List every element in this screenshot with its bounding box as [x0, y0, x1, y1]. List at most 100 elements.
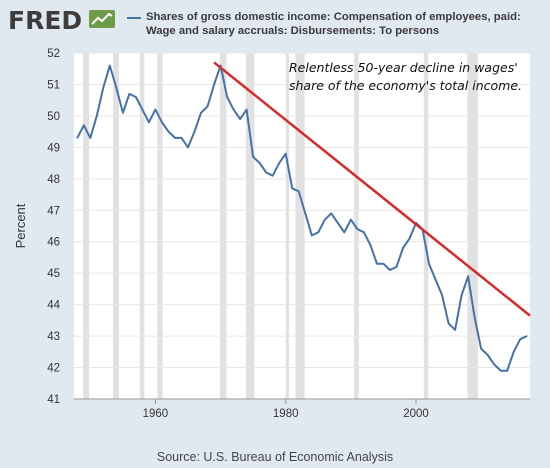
data-point — [122, 111, 124, 114]
data-point — [363, 231, 365, 234]
data-point — [193, 130, 196, 133]
data-point — [402, 247, 404, 249]
data-point — [376, 262, 378, 265]
data-point — [310, 234, 313, 237]
trendline-layer — [213, 61, 531, 317]
chart-header: FRED Shares of gross domestic income: Co… — [0, 0, 550, 44]
recession-band — [113, 53, 119, 399]
data-point — [252, 156, 254, 158]
data-point — [271, 174, 274, 177]
data-point — [180, 137, 183, 139]
data-point — [258, 162, 261, 164]
data-point — [174, 137, 176, 139]
annotation: Relentless 50-year decline in wages' sha… — [289, 60, 522, 93]
data-point — [389, 269, 391, 271]
data-point — [135, 96, 137, 98]
data-point — [395, 266, 398, 268]
trendline — [213, 61, 531, 317]
data-point — [278, 162, 281, 164]
recession-bands — [83, 53, 478, 399]
data-point — [154, 108, 157, 111]
data-point — [434, 278, 437, 281]
data-point — [291, 187, 294, 190]
data-point — [232, 108, 235, 111]
data-point — [265, 171, 267, 174]
data-point — [245, 108, 248, 111]
data-point — [148, 121, 150, 123]
data-point — [167, 130, 170, 133]
data-point — [467, 275, 469, 278]
data-point — [213, 83, 215, 86]
y-tick-label: 47 — [47, 205, 60, 217]
data-point — [324, 218, 326, 221]
data-point — [428, 262, 430, 265]
data-point — [200, 111, 202, 114]
data-point — [447, 322, 450, 325]
series-layer — [76, 64, 528, 372]
data-point — [350, 218, 352, 221]
data-point — [382, 262, 385, 265]
data-point — [356, 228, 359, 230]
data-point — [480, 347, 482, 350]
x-tick-label: 1960 — [143, 408, 169, 420]
data-point — [330, 212, 333, 215]
data-point — [82, 124, 85, 127]
y-tick-label: 48 — [47, 174, 60, 186]
recession-band — [285, 53, 289, 399]
recession-band — [423, 53, 429, 399]
data-point — [506, 369, 509, 372]
data-point — [525, 335, 528, 337]
data-point — [408, 237, 411, 240]
data-point — [206, 105, 209, 108]
x-tick-label: 1980 — [273, 408, 299, 420]
data-point — [493, 363, 495, 366]
data-point — [284, 152, 287, 155]
y-tick-label: 46 — [47, 237, 60, 249]
data-point — [96, 115, 98, 117]
data-point — [519, 338, 522, 341]
data-point — [102, 86, 105, 89]
annotation-line-2: share of the economy's total income. — [289, 78, 522, 93]
y-tick-label: 45 — [47, 268, 60, 280]
y-tick-label: 50 — [47, 111, 60, 123]
data-point — [89, 137, 92, 139]
y-tick-label: 41 — [47, 394, 60, 406]
y-tick-label: 44 — [47, 300, 60, 312]
data-point — [187, 146, 189, 149]
recession-band — [157, 53, 163, 399]
data-point — [454, 329, 456, 331]
annotation-line-1: Relentless 50-year decline in wages' — [289, 60, 518, 75]
recession-band — [295, 53, 305, 399]
data-point — [304, 212, 307, 215]
y-tick-label: 52 — [47, 48, 60, 60]
data-point — [460, 294, 463, 297]
legend-swatch — [127, 17, 141, 19]
data-point — [109, 64, 111, 67]
data-point — [512, 351, 515, 353]
data-point — [128, 93, 131, 95]
legend-label: Shares of gross domestic income: Compens… — [146, 11, 521, 37]
y-axis-label: Percent — [13, 203, 28, 248]
data-point — [369, 244, 372, 246]
data-point — [297, 190, 300, 193]
recession-band — [245, 53, 255, 399]
data-point — [499, 369, 502, 372]
data-point — [317, 231, 320, 234]
data-point — [441, 294, 443, 297]
data-point — [486, 354, 489, 356]
data-point — [337, 222, 339, 224]
axes: 41 42 43 44 45 46 47 48 49 50 51 52 1960 1980 2000 — [47, 48, 530, 420]
data-point — [343, 231, 346, 234]
data-point — [141, 108, 144, 111]
y-tick-label: 42 — [47, 363, 60, 375]
data-point — [161, 121, 163, 123]
y-tick-label: 43 — [47, 331, 60, 343]
y-tick-label: 51 — [47, 79, 60, 91]
data-point — [239, 118, 241, 120]
recession-band — [467, 53, 478, 399]
data-point — [473, 316, 476, 319]
recession-band — [83, 53, 89, 399]
source-note: Source: U.S. Bureau of Economic Analysis — [156, 450, 394, 464]
data-point — [226, 96, 228, 98]
